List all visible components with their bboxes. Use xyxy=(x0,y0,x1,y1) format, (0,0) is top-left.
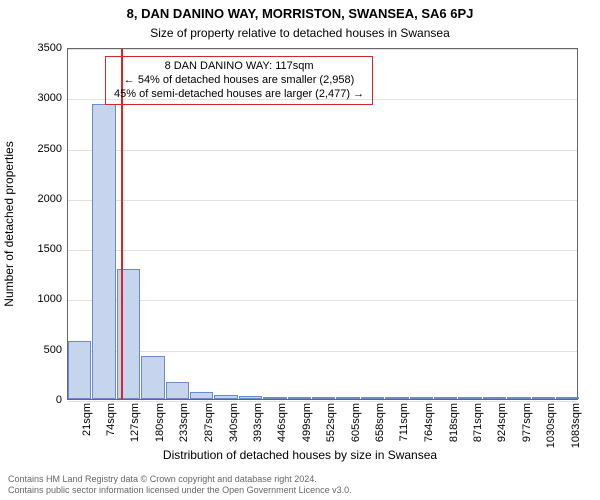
xtick-label: 499sqm xyxy=(301,403,313,442)
ytick-label: 2500 xyxy=(12,143,62,155)
footer-line1: Contains HM Land Registry data © Crown c… xyxy=(8,474,352,485)
gridline xyxy=(68,351,577,352)
annotation-box: 8 DAN DANINO WAY: 117sqm ← 54% of detach… xyxy=(105,56,373,105)
xtick-label: 180sqm xyxy=(154,403,166,442)
xtick-label: 552sqm xyxy=(325,403,337,442)
chart-title: 8, DAN DANINO WAY, MORRISTON, SWANSEA, S… xyxy=(0,6,600,21)
ytick-label: 2000 xyxy=(12,193,62,205)
histogram-bar xyxy=(532,397,555,399)
xtick-label: 287sqm xyxy=(203,403,215,442)
gridline xyxy=(68,300,577,301)
histogram-bar xyxy=(166,382,189,399)
xtick-label: 818sqm xyxy=(448,403,460,442)
footer-attribution: Contains HM Land Registry data © Crown c… xyxy=(8,474,352,496)
annotation-line1: 8 DAN DANINO WAY: 117sqm xyxy=(114,60,364,74)
histogram-bar xyxy=(190,392,213,399)
histogram-bar xyxy=(92,104,115,399)
xtick-label: 1030sqm xyxy=(545,403,557,448)
chart-container: { "chart": { "type": "histogram", "title… xyxy=(0,0,600,500)
ytick-label: 0 xyxy=(12,394,62,406)
histogram-bar xyxy=(410,397,433,399)
xtick-label: 233sqm xyxy=(178,403,190,442)
xtick-label: 711sqm xyxy=(398,403,410,441)
histogram-bar xyxy=(458,397,481,399)
footer-line2: Contains public sector information licen… xyxy=(8,485,352,496)
histogram-bar xyxy=(507,397,530,399)
annotation-line2: ← 54% of detached houses are smaller (2,… xyxy=(114,74,364,88)
xtick-label: 977sqm xyxy=(521,403,533,442)
ytick-label: 1500 xyxy=(12,243,62,255)
xtick-label: 446sqm xyxy=(276,403,288,442)
chart-subtitle: Size of property relative to detached ho… xyxy=(0,26,600,40)
xtick-label: 127sqm xyxy=(129,403,141,442)
histogram-bar xyxy=(361,397,384,399)
xtick-label: 605sqm xyxy=(350,403,362,442)
gridline xyxy=(68,200,577,201)
ytick-label: 3500 xyxy=(12,42,62,54)
histogram-bar xyxy=(263,397,286,399)
histogram-bar xyxy=(556,397,579,399)
gridline xyxy=(68,250,577,251)
histogram-bar xyxy=(385,397,408,399)
xtick-label: 871sqm xyxy=(472,403,484,442)
xtick-label: 658sqm xyxy=(374,403,386,442)
gridline xyxy=(68,401,577,402)
xtick-label: 21sqm xyxy=(81,403,93,436)
ytick-label: 3000 xyxy=(12,92,62,104)
histogram-bar xyxy=(483,397,506,399)
histogram-bar xyxy=(68,341,91,399)
xtick-label: 924sqm xyxy=(496,403,508,442)
histogram-bar xyxy=(141,356,164,399)
histogram-bar xyxy=(214,395,237,399)
xtick-label: 764sqm xyxy=(423,403,435,442)
histogram-bar xyxy=(336,397,359,399)
xtick-label: 1083sqm xyxy=(570,403,582,448)
annotation-line3: 45% of semi-detached houses are larger (… xyxy=(114,88,364,102)
gridline xyxy=(68,150,577,151)
histogram-bar xyxy=(434,397,457,399)
x-axis-label: Distribution of detached houses by size … xyxy=(0,448,600,462)
y-axis-label: Number of detached properties xyxy=(2,141,16,306)
ytick-label: 1000 xyxy=(12,293,62,305)
histogram-bar xyxy=(312,397,335,399)
xtick-label: 340sqm xyxy=(228,403,240,442)
xtick-label: 74sqm xyxy=(105,403,117,436)
xtick-label: 393sqm xyxy=(252,403,264,442)
histogram-bar xyxy=(288,397,311,399)
ytick-label: 500 xyxy=(12,344,62,356)
histogram-bar xyxy=(239,396,262,399)
gridline xyxy=(68,49,577,50)
